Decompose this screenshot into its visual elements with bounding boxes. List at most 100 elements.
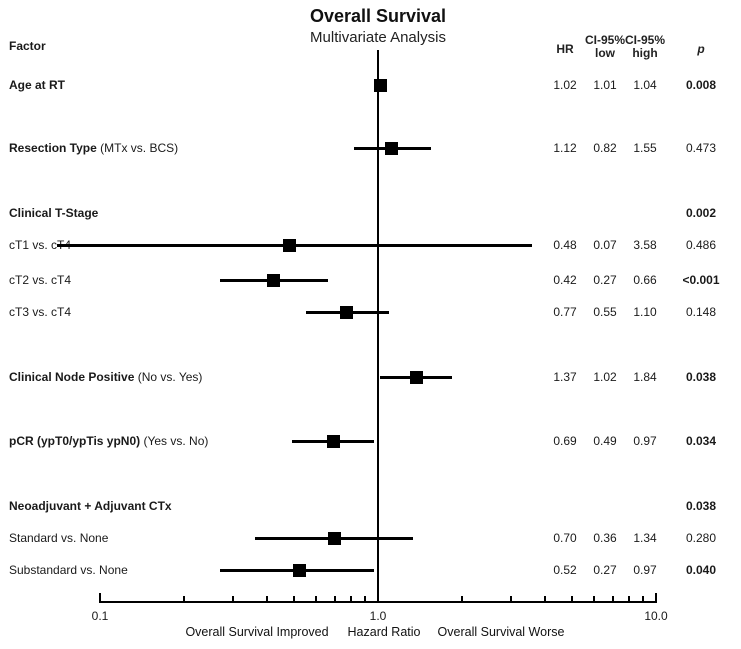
row-label: Resection Type (MTx vs. BCS)	[9, 140, 178, 156]
ci-high-value: 3.58	[633, 238, 657, 252]
axis-tick	[642, 596, 645, 601]
hr-value: 0.48	[553, 238, 577, 252]
p-value: 0.008	[685, 78, 717, 92]
axis-tick	[231, 596, 234, 601]
p-value: 0.040	[685, 563, 717, 577]
axis-tick	[509, 596, 512, 601]
hr-point-marker	[326, 434, 340, 448]
p-value: 0.473	[685, 141, 717, 155]
hr-point-marker	[292, 563, 306, 577]
axis-annotation-improved: Overall Survival Improved	[185, 625, 329, 639]
hr-value: 1.37	[553, 370, 577, 384]
axis-tick	[628, 596, 631, 601]
row-label: pCR (ypT0/ypTis ypN0) (Yes vs. No)	[9, 433, 208, 449]
p-value: 0.486	[685, 238, 717, 252]
axis-tick	[293, 596, 296, 601]
ci-low-value: 0.27	[593, 273, 617, 287]
ci-low-value: 0.07	[593, 238, 617, 252]
hr-point-marker	[328, 531, 342, 545]
row-label-bold: Resection Type	[9, 141, 97, 155]
hr-value: 1.02	[553, 78, 577, 92]
reference-line	[377, 50, 379, 602]
hr-point-marker	[373, 78, 387, 92]
ci-high-header-line1: CI-95%	[624, 33, 666, 47]
p-value: 0.034	[685, 434, 717, 448]
row-label-regular: cT2 vs. cT4	[9, 273, 72, 287]
row-label-regular: cT3 vs. cT4	[9, 305, 72, 319]
ci-high-value: 1.04	[633, 78, 657, 92]
row-label-regular: (No vs. Yes)	[134, 370, 203, 384]
axis-tick	[315, 596, 318, 601]
hr-point-marker	[409, 370, 423, 384]
chart-subtitle: Multivariate Analysis	[310, 29, 446, 46]
row-label-regular: Substandard vs. None	[9, 563, 128, 577]
axis-tick	[544, 596, 547, 601]
ci-high-value: 0.97	[633, 434, 657, 448]
row-label-regular: (Yes vs. No)	[140, 434, 209, 448]
axis-annotation-worse: Overall Survival Worse	[437, 625, 565, 639]
axis-tick	[655, 593, 657, 601]
row-label: Clinical Node Positive (No vs. Yes)	[9, 369, 202, 385]
p-value: 0.002	[685, 206, 717, 220]
ci-high-value: 1.55	[633, 141, 657, 155]
axis-tick	[377, 596, 379, 601]
ci-low-value: 1.02	[593, 370, 617, 384]
ci-high-value: 1.10	[633, 305, 657, 319]
row-label-bold: pCR (ypT0/ypTis ypN0)	[9, 434, 141, 448]
ci-high-value: 1.34	[633, 531, 657, 545]
chart-title: Overall Survival	[309, 6, 447, 26]
hr-value: 0.42	[553, 273, 577, 287]
ci-high-header-line2: high	[632, 46, 658, 60]
ci-low-header-line2: low	[594, 46, 615, 60]
hr-value: 0.52	[553, 563, 577, 577]
hr-value: 1.12	[553, 141, 577, 155]
row-label: cT2 vs. cT4	[9, 272, 71, 288]
hr-point-marker	[339, 305, 353, 319]
ci-low-value: 1.01	[593, 78, 617, 92]
row-label: Age at RT	[9, 77, 65, 93]
p-value: 0.038	[685, 499, 717, 513]
row-label: cT1 vs. cT4	[9, 237, 71, 253]
axis-tick	[333, 596, 336, 601]
hr-value: 0.70	[553, 531, 577, 545]
hr-point-marker	[282, 238, 296, 252]
ci-high-column-header: CI-95% high	[625, 34, 665, 60]
hr-column-header: HR	[556, 42, 574, 56]
axis-tick	[266, 596, 269, 601]
row-label-regular: (MTx vs. BCS)	[96, 141, 179, 155]
axis-tick	[571, 596, 574, 601]
row-label: Clinical T-Stage	[9, 205, 98, 221]
axis-tick	[99, 593, 101, 601]
ci-low-value: 0.55	[593, 305, 617, 319]
row-label-bold: Neoadjuvant + Adjuvant CTx	[9, 499, 172, 513]
ci-low-value: 0.82	[593, 141, 617, 155]
ci-high-value: 0.97	[633, 563, 657, 577]
axis-tick	[593, 596, 596, 601]
row-label: Neoadjuvant + Adjuvant CTx	[9, 498, 172, 514]
factor-column-header: Factor	[9, 39, 46, 53]
axis-tick	[460, 596, 463, 601]
row-label: Substandard vs. None	[9, 562, 128, 578]
row-label-regular: cT1 vs. cT4	[9, 238, 72, 252]
hr-value: 0.69	[553, 434, 577, 448]
axis-tick	[611, 596, 614, 601]
row-label-bold: Clinical Node Positive	[9, 370, 135, 384]
ci-low-value: 0.49	[593, 434, 617, 448]
axis-tick-label: 0.1	[91, 609, 109, 623]
axis-baseline	[99, 601, 657, 603]
hr-point-marker	[266, 273, 280, 287]
hr-value: 0.77	[553, 305, 577, 319]
p-value: <0.001	[682, 273, 720, 287]
row-label: cT3 vs. cT4	[9, 304, 71, 320]
ci-low-column-header: CI-95% low	[585, 34, 625, 60]
axis-tick	[182, 596, 185, 601]
row-label: Standard vs. None	[9, 530, 108, 546]
ci-high-value: 1.84	[633, 370, 657, 384]
ci-low-value: 0.36	[593, 531, 617, 545]
ci-high-value: 0.66	[633, 273, 657, 287]
axis-tick	[364, 596, 367, 601]
row-label-bold: Clinical T-Stage	[9, 206, 99, 220]
row-label-bold: Age at RT	[9, 78, 66, 92]
ci-low-header-line1: CI-95%	[584, 33, 626, 47]
p-value: 0.038	[685, 370, 717, 384]
